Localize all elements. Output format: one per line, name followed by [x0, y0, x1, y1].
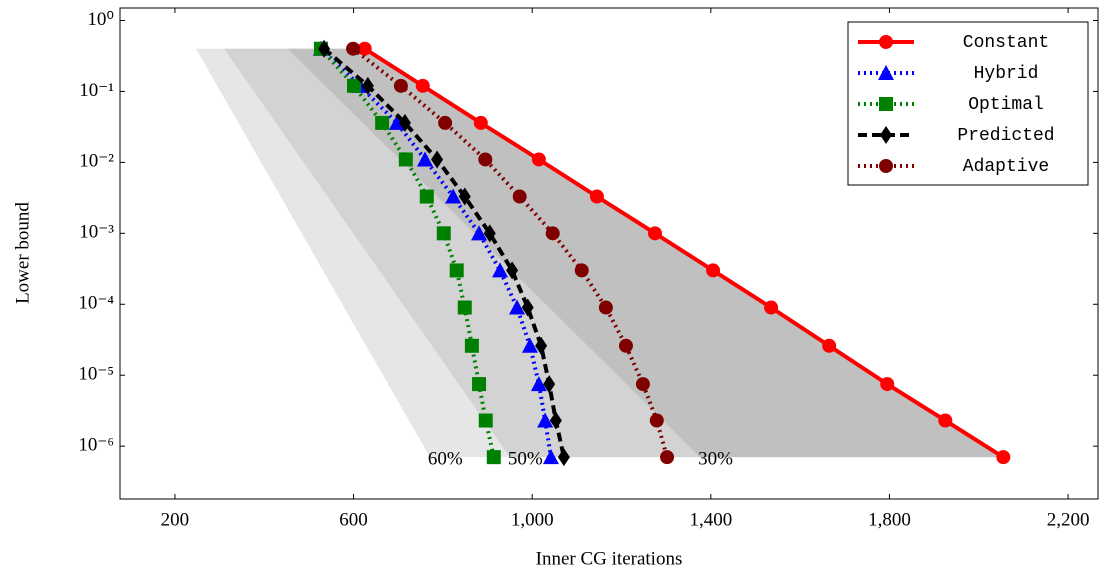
x-tick-label: 1,400 — [689, 509, 732, 530]
marker — [764, 300, 779, 315]
marker — [879, 97, 893, 111]
regions — [195, 48, 1004, 458]
legend-label: Optimal — [968, 95, 1044, 115]
marker — [574, 263, 589, 278]
marker — [449, 263, 464, 278]
marker — [879, 159, 893, 173]
marker — [472, 377, 487, 392]
marker — [361, 76, 374, 95]
marker — [438, 115, 453, 130]
marker — [879, 35, 893, 49]
marker — [549, 411, 562, 430]
y-tick-label: 10⁻⁴ — [78, 293, 114, 314]
y-tick-label: 10⁻³ — [79, 222, 114, 243]
marker — [478, 413, 493, 428]
marker — [647, 226, 662, 241]
marker — [530, 376, 547, 392]
y-tick-label: 10⁻⁶ — [78, 435, 114, 456]
marker — [483, 224, 496, 243]
x-tick-label: 200 — [161, 509, 190, 530]
marker — [478, 152, 493, 167]
marker — [660, 450, 675, 465]
y-tick-label: 10⁻¹ — [79, 80, 114, 101]
marker — [543, 375, 556, 394]
legend-box — [847, 21, 1089, 186]
marker — [445, 188, 462, 204]
marker — [706, 263, 721, 278]
marker — [509, 299, 526, 315]
marker — [393, 78, 408, 93]
marker — [346, 41, 361, 56]
marker — [880, 377, 895, 392]
marker — [598, 300, 613, 315]
marker — [492, 262, 509, 278]
legend-label: Hybrid — [974, 64, 1039, 84]
marker — [545, 226, 560, 241]
plot — [312, 39, 1011, 467]
y-tick-label: 10⁰ — [87, 9, 114, 30]
marker — [878, 65, 894, 80]
legend-label: Constant — [963, 33, 1049, 53]
marker — [822, 338, 837, 353]
marker — [431, 150, 444, 169]
legend-label: Adaptive — [963, 157, 1049, 177]
marker — [938, 413, 953, 428]
x-tick-label: 1,000 — [511, 509, 554, 530]
marker — [537, 412, 554, 428]
x-tick-label: 1,800 — [868, 509, 911, 530]
legend: Constant Hybrid Optimal Predicted Adaptive — [847, 21, 1089, 186]
marker — [531, 152, 546, 167]
marker — [635, 377, 650, 392]
legend-label: Predicted — [957, 126, 1054, 146]
marker — [458, 187, 471, 206]
marker — [521, 337, 538, 353]
plot-frame — [119, 7, 1099, 500]
marker — [649, 413, 664, 428]
marker — [473, 115, 488, 130]
y-tick-label: 10⁻² — [79, 151, 114, 172]
marker — [506, 261, 519, 280]
marker — [436, 226, 451, 241]
marker — [417, 151, 434, 167]
series-line — [363, 47, 1005, 459]
series-line — [322, 47, 566, 458]
y-tick-label: 10⁻⁵ — [78, 364, 114, 385]
marker — [318, 39, 331, 58]
marker — [618, 338, 633, 353]
marker — [996, 450, 1011, 465]
marker — [375, 115, 390, 130]
marker — [419, 189, 434, 204]
marker — [398, 152, 413, 167]
marker — [589, 189, 604, 204]
region — [287, 48, 1004, 458]
marker — [521, 298, 534, 317]
region-label: 60% — [428, 449, 463, 470]
marker — [388, 114, 405, 130]
series-line — [351, 47, 669, 458]
x-tick-label: 600 — [339, 509, 368, 530]
marker — [557, 448, 570, 467]
marker — [415, 78, 430, 93]
region-label: 50% — [508, 449, 543, 470]
marker — [347, 78, 362, 93]
marker — [880, 126, 892, 144]
x-axis-label: Inner CG iterations — [536, 548, 683, 569]
marker — [535, 336, 548, 355]
region-label: 30% — [698, 449, 733, 470]
y-axis-label: Lower bound — [12, 202, 33, 304]
marker — [542, 449, 559, 465]
x-tick-label: 2,200 — [1047, 509, 1090, 530]
marker — [512, 189, 527, 204]
marker — [471, 225, 488, 241]
marker — [457, 300, 472, 315]
marker — [357, 41, 372, 56]
series-line — [319, 47, 553, 458]
marker — [486, 450, 501, 465]
marker — [398, 113, 411, 132]
marker — [464, 338, 479, 353]
